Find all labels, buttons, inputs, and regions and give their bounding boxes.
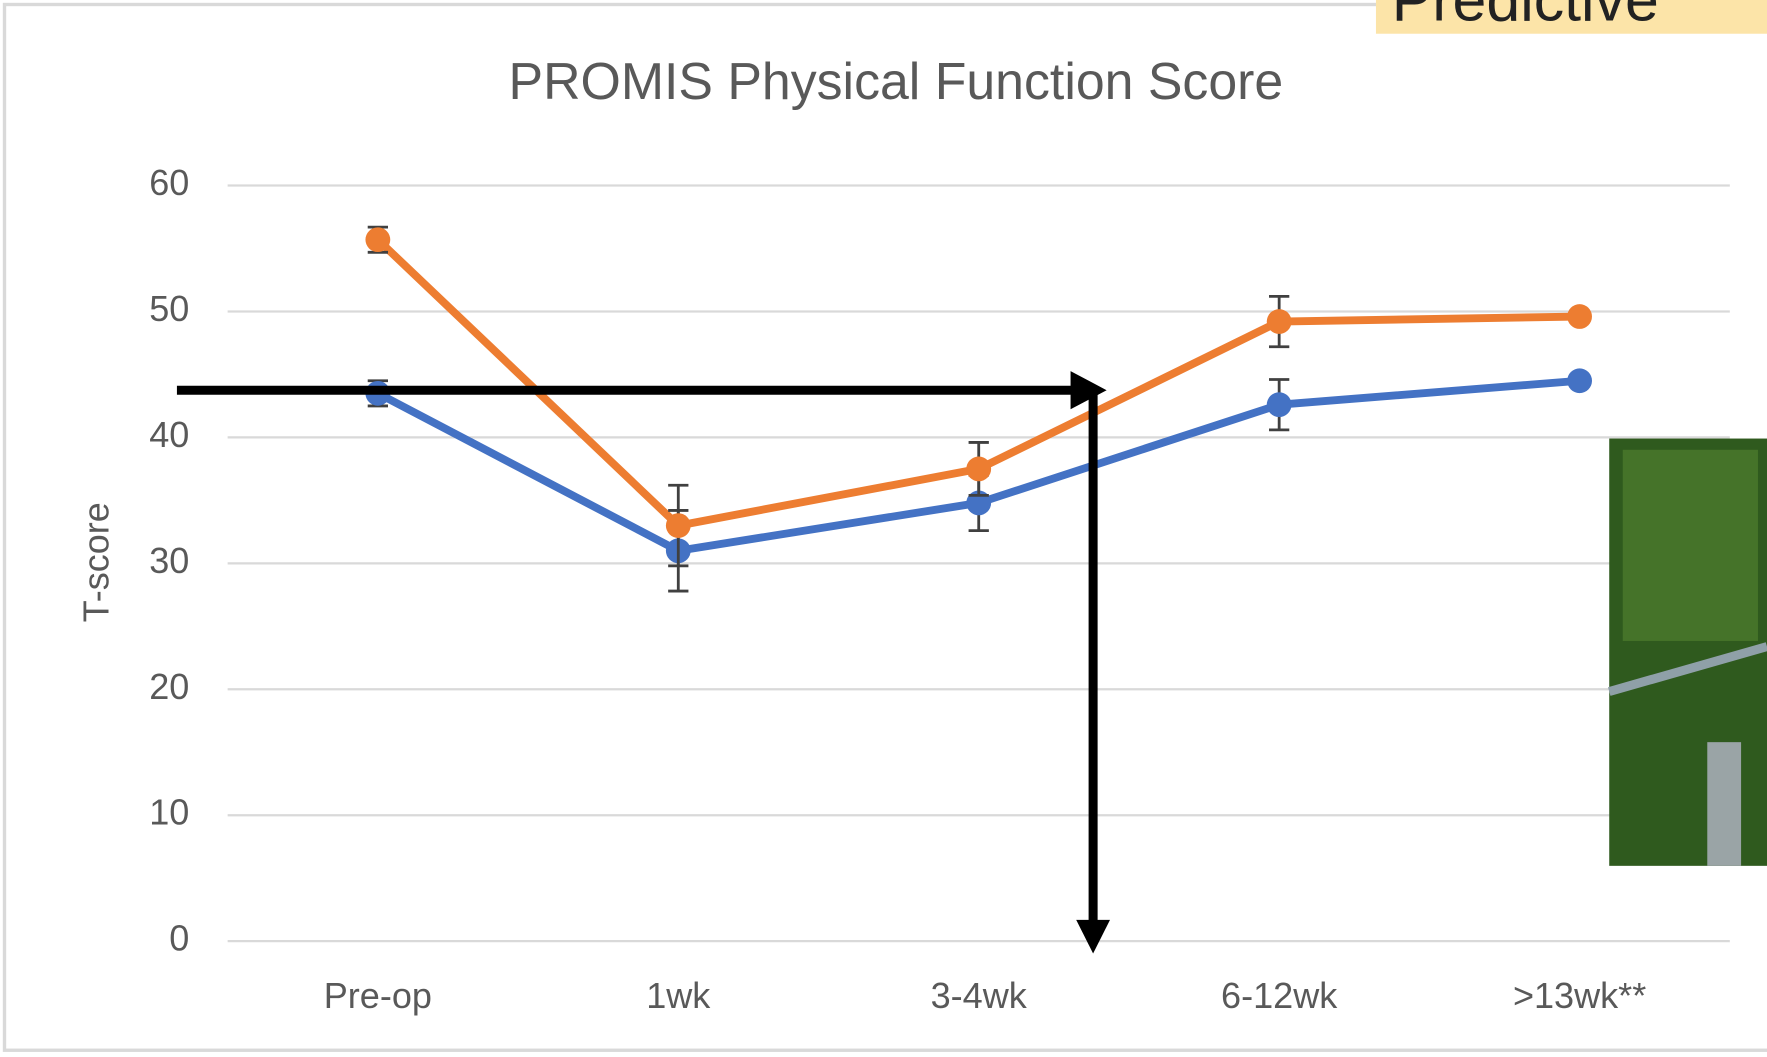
arrow-head bbox=[1076, 919, 1111, 954]
x-tick-label: 3-4wk bbox=[931, 975, 1028, 1016]
y-tick-label: 50 bbox=[149, 288, 189, 329]
x-tick-label: Pre-op bbox=[324, 975, 432, 1016]
y-tick-label: 40 bbox=[149, 414, 189, 455]
arrow-head bbox=[1070, 371, 1107, 410]
x-tick-label: >13wk** bbox=[1513, 975, 1646, 1016]
y-tick-label: 10 bbox=[149, 792, 189, 833]
chart-title: PROMIS Physical Function Score bbox=[509, 52, 1284, 110]
y-tick-label: 0 bbox=[169, 918, 189, 959]
plot-area: 0 10 20 30 40 50 60 Pre-op 1wk 3-4wk 6-12wk >13wk** bbox=[149, 162, 1730, 1016]
data-point bbox=[365, 227, 391, 253]
x-tick-label: 6-12wk bbox=[1221, 975, 1338, 1016]
slide-title-box bbox=[1375, 0, 1767, 34]
data-point bbox=[966, 456, 992, 482]
data-point bbox=[1567, 368, 1592, 394]
data-point bbox=[1266, 309, 1292, 334]
annotation-arrows bbox=[176, 371, 1111, 954]
y-tick-label: 20 bbox=[149, 666, 189, 707]
x-tick-label: 1wk bbox=[646, 975, 711, 1016]
y-tick-label: 30 bbox=[149, 540, 189, 581]
data-point bbox=[1567, 304, 1592, 329]
slide-title: Predictive bbox=[1392, 0, 1659, 34]
photo bbox=[1607, 438, 1767, 866]
y-axis-label: T-score bbox=[76, 502, 117, 622]
y-tick-label: 60 bbox=[149, 162, 189, 203]
photo-rail bbox=[1607, 642, 1767, 696]
data-point bbox=[665, 513, 691, 538]
photo-foliage bbox=[1622, 449, 1758, 641]
data-point bbox=[1266, 392, 1292, 418]
photo-post bbox=[1707, 742, 1742, 866]
